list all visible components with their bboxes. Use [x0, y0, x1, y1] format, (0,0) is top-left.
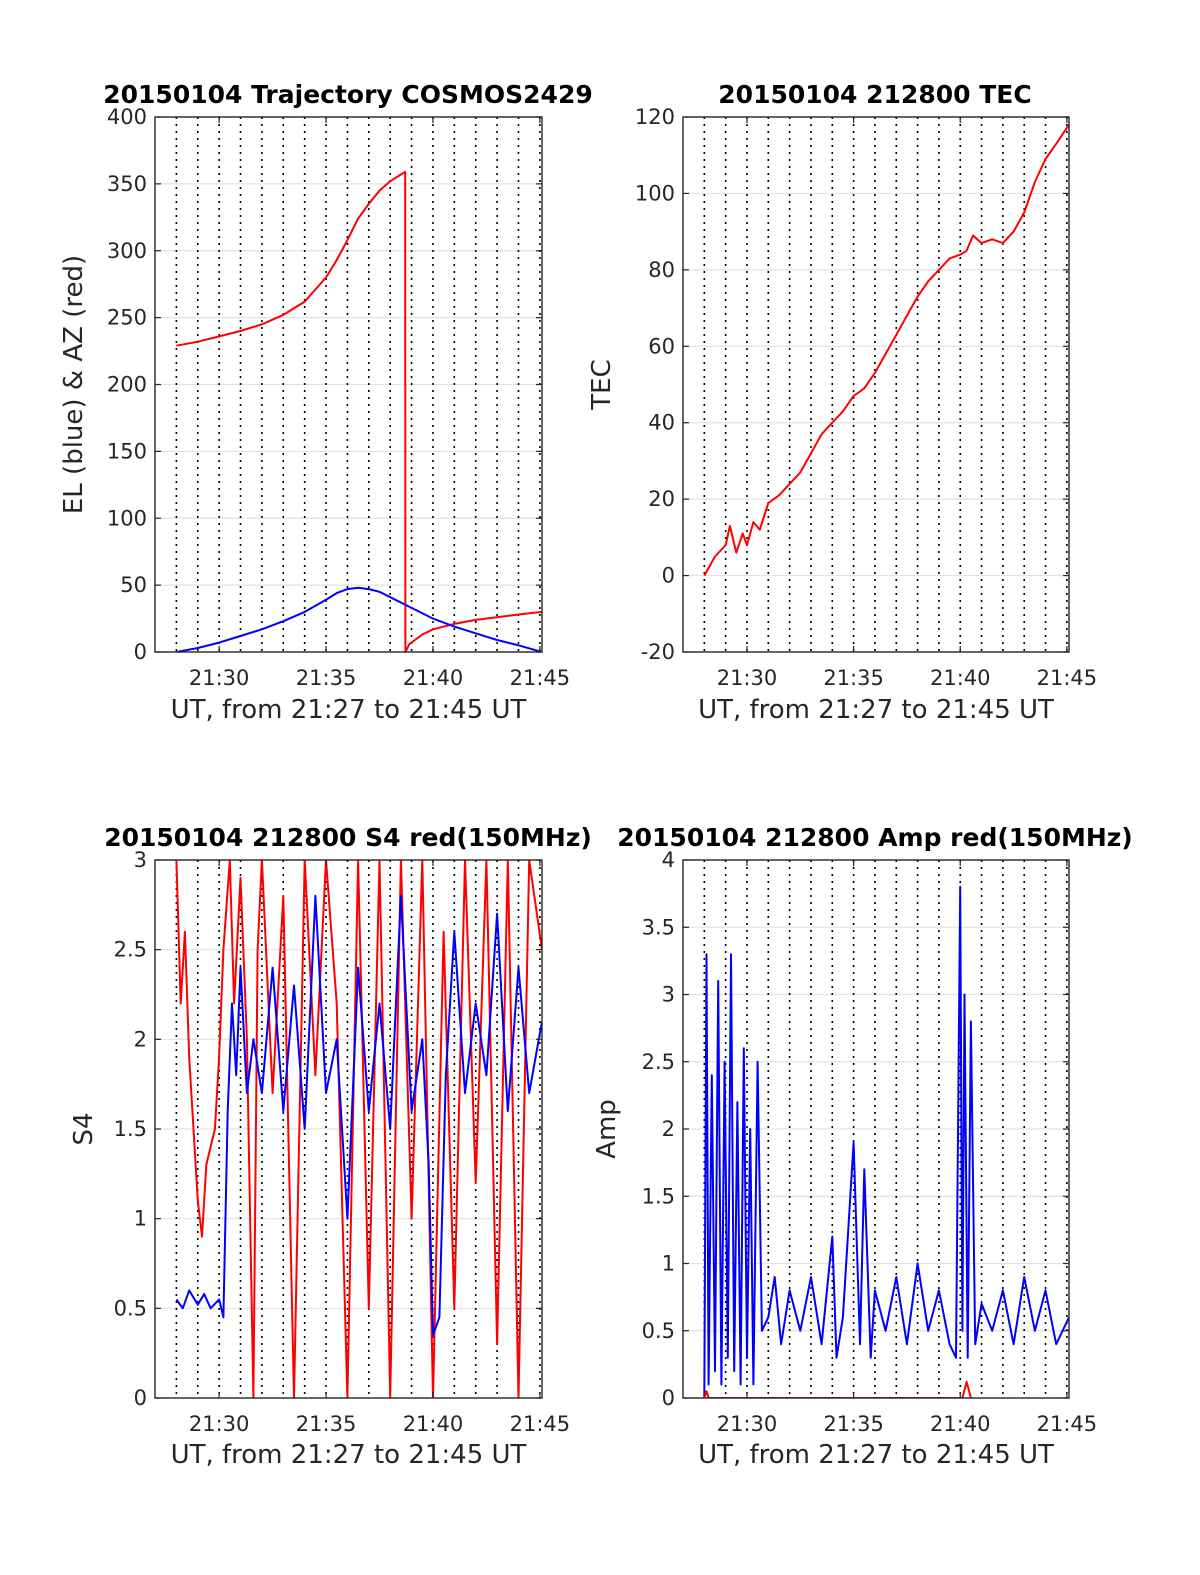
y-tick-label: 400 — [107, 105, 147, 129]
y-tick-label: 4 — [662, 848, 675, 872]
chart-title: 20150104 212800 S4 red(150MHz) — [104, 823, 592, 852]
y-tick-label: 3 — [662, 983, 675, 1007]
x-tick-label: 21:30 — [717, 1412, 778, 1436]
y-tick-label: 0.5 — [114, 1296, 147, 1320]
chart-title: 20150104 Trajectory COSMOS2429 — [103, 80, 593, 109]
series-line-1 — [176, 170, 542, 652]
y-tick-label: 0 — [134, 1386, 147, 1410]
x-tick-label: 21:35 — [823, 1412, 884, 1436]
y-axis-label: S4 — [69, 1112, 99, 1145]
y-tick-label: 1 — [662, 1252, 675, 1276]
chart-panel-2: -20 0 20 40 60 80 100 120 21:30 21:35 21:40 21:45 20… — [587, 80, 1097, 725]
x-tick-label: 21:45 — [510, 1412, 571, 1436]
x-tick-label: 21:40 — [930, 666, 991, 690]
y-tick-label: 80 — [648, 258, 675, 282]
y-tick-label: 300 — [107, 239, 147, 263]
series-line-2 — [175, 894, 542, 1337]
x-tick-label: 21:30 — [189, 1412, 250, 1436]
y-tick-label: 3.5 — [642, 915, 675, 939]
y-axis-label: TEC — [587, 359, 617, 410]
x-tick-label: 21:40 — [403, 666, 464, 690]
series-line-2 — [703, 1380, 972, 1398]
y-tick-label: 2 — [662, 1117, 675, 1141]
chart-panel-3: 0 0.5 1 1.5 2 2.5 3 21:30 21:35 21:40 21:45 2015010… — [69, 823, 592, 1470]
y-tick-label: 250 — [107, 306, 147, 330]
y-tick-label: 40 — [648, 411, 675, 435]
y-tick-label: 0 — [134, 640, 147, 664]
chart-panel-1: 0 50 100 150 200 250 300 350 400 21:30 21:35 21:40 2… — [59, 80, 593, 725]
y-tick-label: 0 — [662, 564, 675, 588]
y-tick-label: 50 — [120, 573, 147, 597]
y-tick-label: 1 — [134, 1207, 147, 1231]
x-axis-label: UT, from 21:27 to 21:45 UT — [698, 695, 1054, 725]
chart-panel-4: 0 0.5 1 1.5 2 2.5 3 3.5 4 21:30 21:35 21:40 21:45 201… — [592, 823, 1133, 1470]
x-tick-label: 21:45 — [1037, 666, 1098, 690]
x-tick-label: 21:45 — [1037, 1412, 1098, 1436]
x-tick-label: 21:35 — [823, 666, 884, 690]
y-tick-label: 1.5 — [114, 1117, 147, 1141]
y-axis-label: Amp — [592, 1099, 622, 1159]
chart-title: 20150104 212800 TEC — [718, 80, 1031, 109]
y-tick-label: 100 — [635, 181, 675, 205]
y-tick-label: -20 — [641, 640, 675, 664]
x-tick-label: 21:35 — [296, 1412, 357, 1436]
y-tick-label: 350 — [107, 172, 147, 196]
y-tick-label: 2 — [134, 1027, 147, 1051]
x-tick-label: 21:30 — [717, 666, 778, 690]
axes-box — [682, 116, 1070, 653]
y-tick-label: 2.5 — [114, 938, 147, 962]
y-tick-label: 100 — [107, 506, 147, 530]
y-tick-label: 1.5 — [642, 1184, 675, 1208]
y-axis-label: EL (blue) & AZ (red) — [59, 255, 89, 514]
y-tick-label: 150 — [107, 439, 147, 463]
x-tick-label: 21:35 — [296, 666, 357, 690]
y-tick-label: 60 — [648, 334, 675, 358]
y-tick-label: 2.5 — [642, 1050, 675, 1074]
chart-title: 20150104 212800 Amp red(150MHz) — [617, 823, 1133, 852]
x-tick-label: 21:40 — [930, 1412, 991, 1436]
series-line-1 — [703, 885, 1069, 1398]
y-tick-label: 0.5 — [642, 1319, 675, 1343]
y-tick-label: 0 — [662, 1386, 675, 1410]
y-tick-label: 200 — [107, 373, 147, 397]
series-line-1 — [703, 124, 1069, 577]
x-tick-label: 21:30 — [189, 666, 250, 690]
series-line-2 — [176, 586, 542, 652]
series-line-1 — [175, 860, 542, 1398]
x-axis-label: UT, from 21:27 to 21:45 UT — [171, 1440, 527, 1470]
y-tick-label: 120 — [635, 105, 675, 129]
x-tick-label: 21:40 — [403, 1412, 464, 1436]
x-tick-label: 21:45 — [510, 666, 571, 690]
x-axis-label: UT, from 21:27 to 21:45 UT — [698, 1440, 1054, 1470]
y-tick-label: 3 — [134, 848, 147, 872]
x-axis-label: UT, from 21:27 to 21:45 UT — [171, 695, 527, 725]
y-tick-label: 20 — [648, 487, 675, 511]
